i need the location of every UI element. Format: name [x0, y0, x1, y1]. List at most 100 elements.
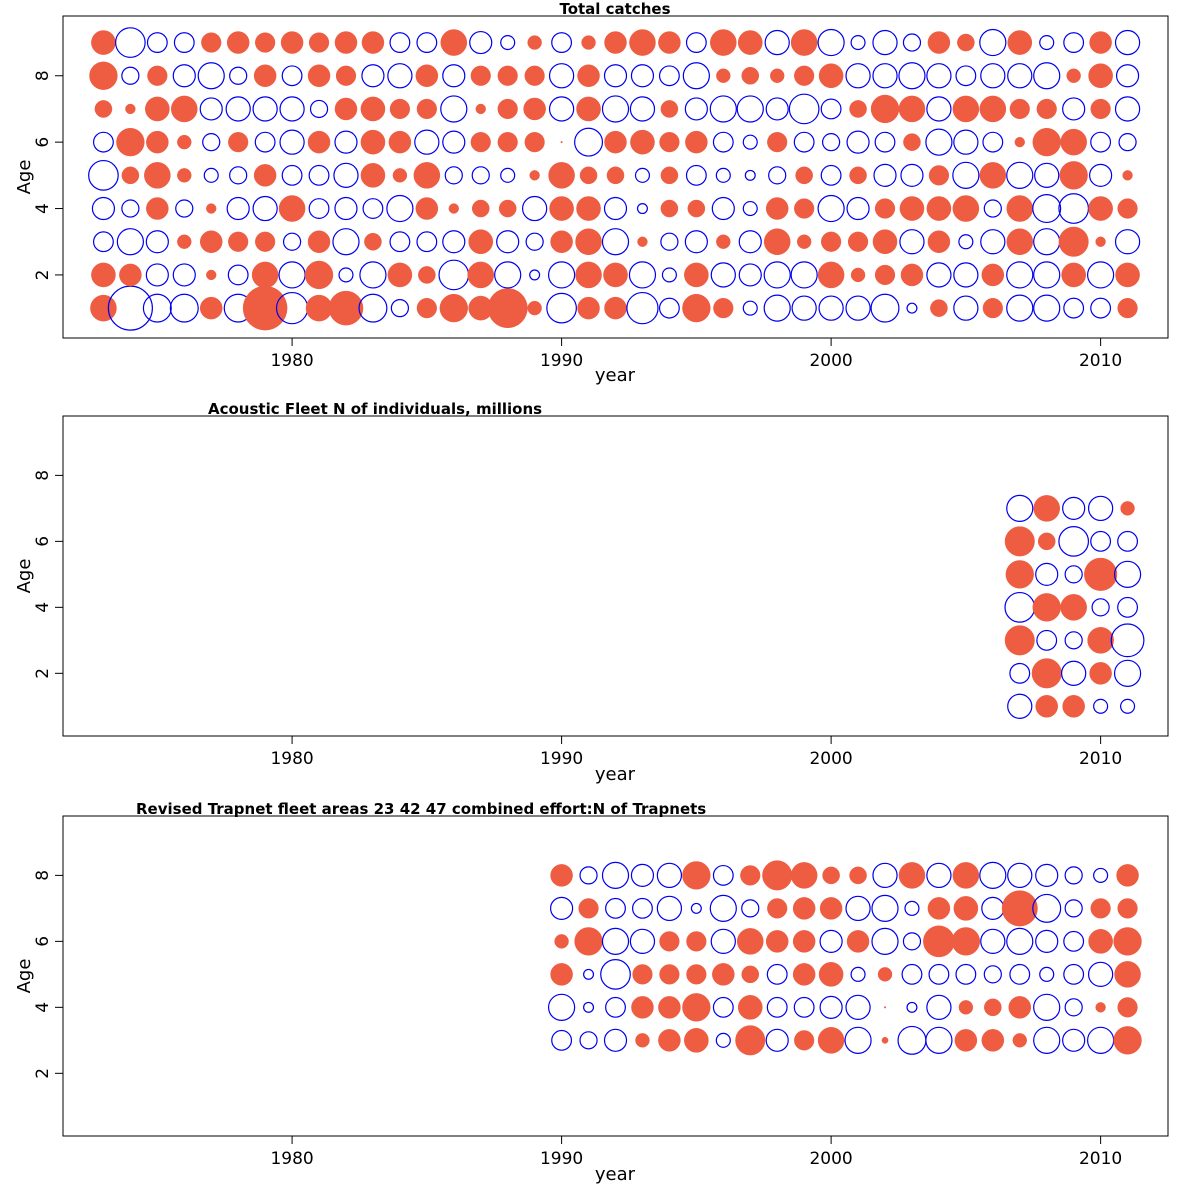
x-tick-label: 2010 [1079, 351, 1122, 371]
bubble-point [361, 64, 385, 88]
bubble-point [527, 35, 542, 50]
bubble-point [1064, 866, 1083, 885]
bubble-point [925, 1026, 953, 1054]
bubble-point [442, 230, 466, 254]
bubble-point [736, 95, 764, 123]
bubble-point [710, 29, 737, 56]
bubble-point [1095, 236, 1106, 247]
bubble-point [1061, 262, 1086, 288]
bubble-point [821, 231, 842, 252]
bubble-point [794, 65, 815, 86]
bubble-point [444, 166, 463, 185]
bubble-point [1062, 496, 1086, 520]
bubble-point [414, 129, 440, 155]
bubble-point [792, 897, 816, 920]
bubble-point [1032, 593, 1061, 622]
x-tick-label: 1980 [270, 749, 313, 769]
bubble-point [983, 199, 1002, 218]
bubble-point [1090, 898, 1111, 919]
bubble-point [818, 295, 844, 321]
bubble-point [659, 931, 680, 952]
bubble-point [874, 198, 896, 219]
bubble-point [145, 96, 170, 122]
y-tick-label: 2 [33, 668, 53, 679]
bubble-point [387, 262, 413, 288]
bubble-series [547, 860, 1142, 1056]
bubble-point [925, 128, 953, 156]
bubble-point [682, 293, 711, 323]
bubble-point [632, 897, 653, 919]
bubble-point [1114, 96, 1141, 122]
y-tick-label: 4 [33, 602, 53, 613]
bubble-point [1061, 660, 1087, 686]
bubble-point [819, 929, 843, 953]
bubble-point [172, 64, 196, 88]
bubble-point [175, 199, 194, 218]
bubble-point [660, 232, 679, 251]
bubble-point [203, 167, 219, 183]
bubble-point [1063, 963, 1085, 985]
bubble-point [765, 197, 789, 220]
bubble-point [659, 132, 680, 153]
bubble-point [92, 231, 114, 253]
bubble-point [820, 164, 842, 186]
bubble-point [1087, 961, 1114, 988]
bubble-point [360, 129, 386, 155]
bubble-point [1089, 31, 1112, 54]
y-tick-label: 8 [33, 70, 53, 81]
bubble-point [1032, 127, 1061, 157]
bubble-point [635, 1033, 650, 1048]
x-tick-label: 2010 [1079, 1149, 1122, 1169]
bubble-point [1007, 63, 1033, 89]
bubble-point [685, 130, 708, 154]
bubble-point [1006, 161, 1034, 189]
bubble-point [953, 262, 979, 288]
bubble-point [763, 261, 791, 289]
bubble-point [819, 897, 843, 920]
bubble-point [1037, 532, 1056, 551]
bubble-point [308, 198, 330, 219]
bubble-point [952, 95, 980, 123]
bubble-point [847, 231, 869, 252]
bubble-point [280, 31, 304, 54]
bubble-point [793, 996, 815, 1018]
bubble-point [953, 295, 979, 321]
bubble-point [497, 98, 518, 120]
bubble-point [279, 96, 305, 122]
bubble-point [1032, 893, 1062, 923]
bubble-point [1063, 930, 1085, 952]
bubble-point [926, 63, 952, 89]
plot-frame [62, 15, 1169, 339]
bubble-point [955, 65, 977, 87]
bubble-point [527, 300, 542, 316]
bubble-point [92, 131, 114, 153]
bubble-point [1033, 261, 1061, 289]
bubble-point [227, 264, 249, 286]
bubble-point [1088, 63, 1113, 89]
bubble-point [171, 95, 198, 123]
bubble-point [1009, 98, 1030, 120]
bubble-point [334, 196, 358, 221]
bubble-point [766, 963, 788, 985]
bubble-point [742, 134, 758, 150]
bubble-point [656, 895, 683, 922]
bubble-point [1064, 565, 1083, 584]
bubble-point [849, 866, 867, 885]
bubble-point [631, 996, 654, 1019]
bubble-point [1064, 899, 1083, 918]
bubble-point [709, 95, 737, 123]
bubble-series [88, 27, 1141, 331]
bubble-point [898, 95, 926, 123]
bubble-point [144, 162, 171, 189]
bubble-point [334, 31, 358, 54]
bubble-point [817, 28, 845, 57]
bubble-point [305, 294, 333, 322]
bubble-point [630, 863, 655, 887]
bubble-point [94, 100, 113, 118]
bubble-point [577, 64, 600, 88]
bubble-point [952, 161, 980, 189]
bubble-point [682, 62, 710, 90]
panel-acoustic-fleet: Acoustic Fleet N of individuals, million… [14, 400, 1169, 785]
bubble-point [550, 963, 573, 986]
bubble-point [818, 962, 844, 987]
